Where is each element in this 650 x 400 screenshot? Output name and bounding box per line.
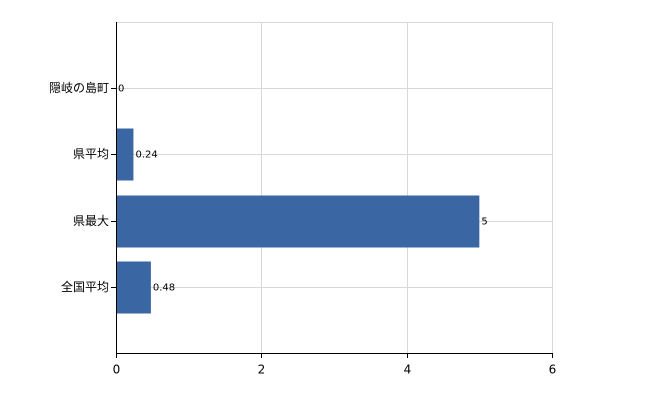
bar — [116, 128, 134, 181]
value-label: 5 — [481, 217, 487, 228]
y-tick-label: 全国平均 — [61, 279, 109, 294]
y-tick-label: 県最大 — [73, 214, 109, 228]
x-tick-label: 4 — [404, 363, 412, 377]
y-tick-label: 隠岐の島町 — [49, 80, 109, 95]
value-label: 0.48 — [153, 283, 175, 294]
bar — [116, 195, 480, 248]
x-tick-label: 0 — [113, 363, 121, 377]
x-tick-label: 2 — [258, 363, 266, 377]
value-label: 0.24 — [135, 150, 157, 161]
y-tick-label: 県平均 — [73, 147, 109, 161]
bar — [116, 261, 151, 314]
value-label: 0 — [118, 84, 124, 95]
x-tick-label: 6 — [549, 363, 557, 377]
